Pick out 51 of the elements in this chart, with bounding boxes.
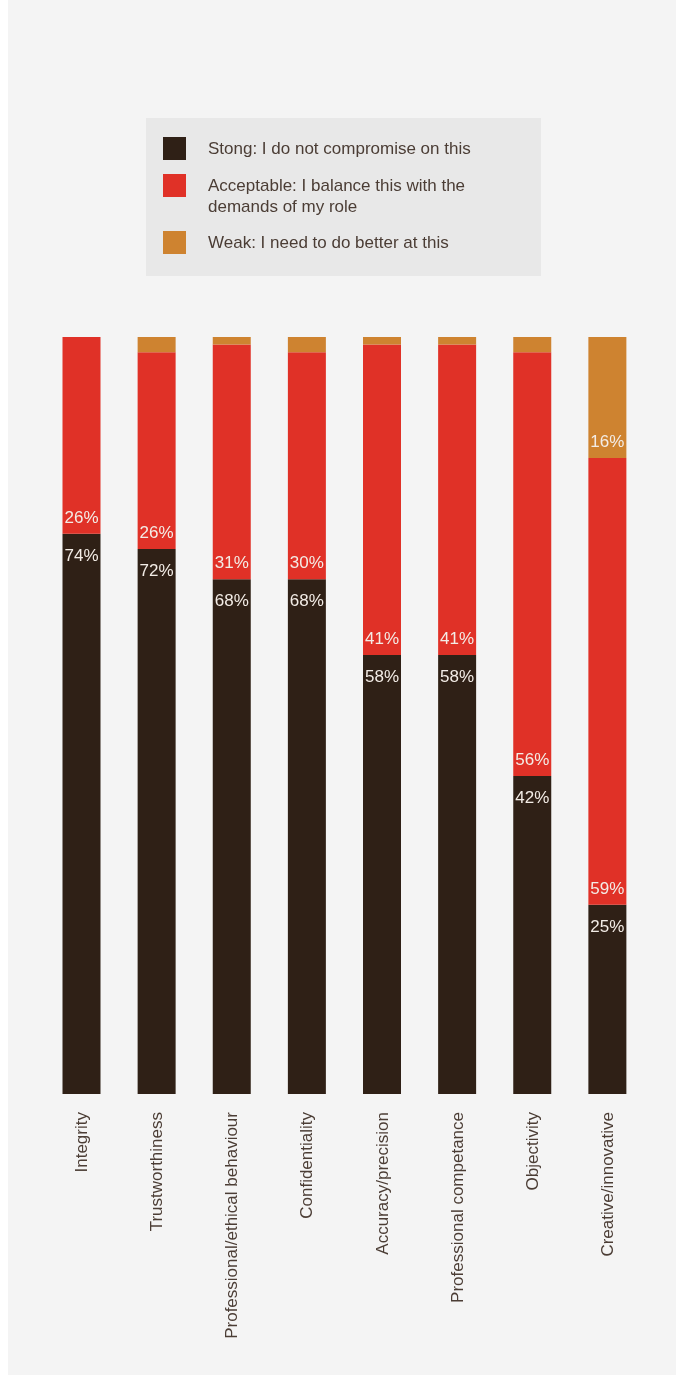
bar (363, 654, 401, 1094)
bar (588, 904, 627, 1094)
data-label: 26% (139, 522, 174, 542)
bar (137, 352, 176, 549)
bar (137, 337, 176, 353)
bar (137, 548, 176, 1094)
data-label: 68% (214, 590, 249, 610)
bar (363, 337, 401, 345)
legend-label: Weak: I need to do better at this (208, 232, 450, 253)
data-label: 68% (289, 590, 324, 610)
x-tick-label: Objectivity (522, 1111, 542, 1191)
legend-label: Acceptable: I balance this with the demands of my role (208, 175, 467, 217)
x-tick-label: Trustworthiness (146, 1112, 166, 1232)
bar (588, 458, 627, 905)
data-label: 30% (289, 552, 324, 572)
data-label: 42% (515, 787, 550, 807)
data-label: 41% (364, 628, 400, 648)
bar (363, 344, 401, 655)
bar (212, 337, 251, 345)
bar (287, 337, 326, 353)
x-tick-label: Accuracy/precision (372, 1112, 392, 1255)
data-label: 16% (590, 431, 625, 451)
data-label: 58% (364, 666, 400, 686)
x-tick-label: Confidentiality (296, 1111, 316, 1219)
data-label: 31% (214, 552, 249, 572)
data-label: 41% (440, 628, 475, 648)
data-label: 25% (590, 916, 625, 936)
legend-label: Stong: I do not compromise on this (208, 138, 472, 159)
bar (588, 337, 627, 459)
data-label: 26% (64, 507, 99, 527)
data-label: 56% (515, 749, 550, 769)
x-tick-label: Integrity (71, 1111, 91, 1173)
x-tick-label: Professional competance (447, 1112, 467, 1303)
bar (287, 352, 326, 580)
data-label: 58% (440, 666, 475, 686)
bar (212, 344, 251, 580)
bar (212, 579, 251, 1094)
data-label: 72% (139, 560, 174, 580)
bar (438, 337, 477, 345)
bar (62, 337, 101, 534)
bar (513, 776, 552, 1094)
bar (287, 579, 326, 1094)
bar (513, 352, 552, 777)
x-tick-label: Creative/innovative (597, 1112, 617, 1257)
data-label: 59% (590, 878, 625, 898)
bar (438, 654, 477, 1094)
data-label: 74% (64, 545, 99, 565)
bar (513, 337, 552, 353)
bar (438, 344, 477, 655)
bar (62, 533, 101, 1094)
x-tick-label: Professional/ethical behaviour (221, 1111, 241, 1339)
